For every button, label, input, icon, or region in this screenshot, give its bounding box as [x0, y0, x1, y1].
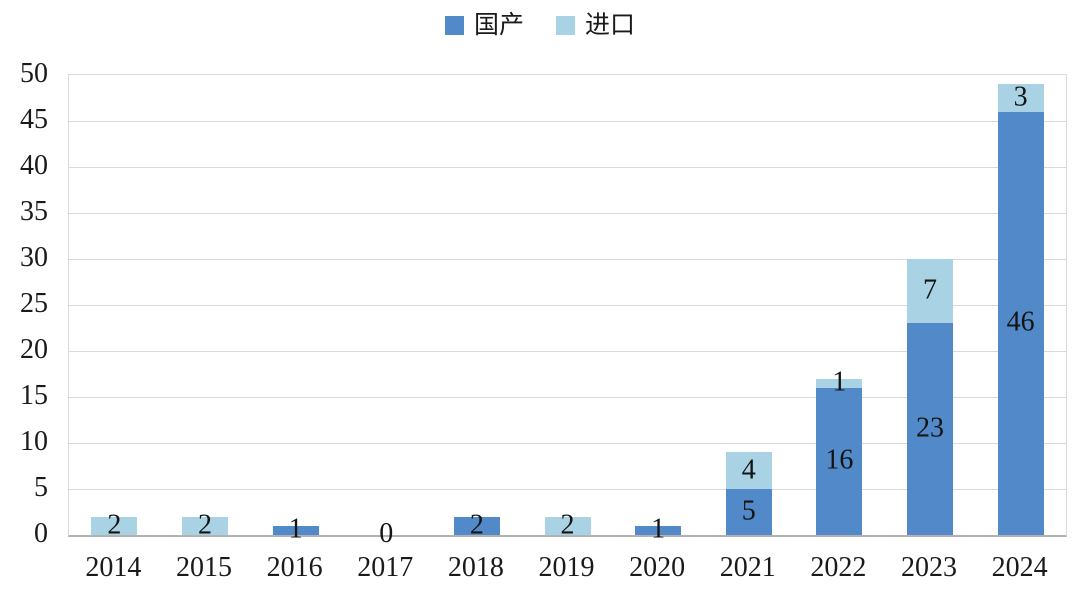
gridline: [69, 442, 1066, 444]
y-axis-labels: 0 5 10 15 20 25 30 35 40 45 50: [0, 58, 58, 549]
gridline: [69, 304, 1066, 306]
x-axis-tick-label: 2018: [447, 552, 504, 583]
bar-segment-domestic-2023: 23: [907, 323, 954, 535]
bar-segment-domestic-2018: 2: [453, 511, 500, 539]
bar-value-label: 2: [107, 509, 122, 541]
x-axis-tick-label: 2015: [175, 552, 232, 583]
gridline: [69, 166, 1066, 168]
y-axis-tick-label: 0: [34, 518, 48, 549]
bar-segment-import-2022: 1: [816, 368, 863, 396]
x-axis-tick-label: 2023: [901, 552, 958, 583]
bar-segment-domestic-2022: 16: [816, 387, 863, 535]
bar-value-label: 7: [923, 274, 938, 306]
bar-segment-import-2014: 2: [91, 511, 138, 539]
legend-swatch-import-icon: [556, 16, 575, 35]
bar-segment-domestic-2020: 1: [635, 515, 682, 543]
x-axis-tick-label: 2014: [85, 552, 142, 583]
y-axis-tick-label: 20: [20, 334, 48, 365]
bar-value-label: 3: [1013, 81, 1028, 113]
bar-segment-domestic-2024: 46: [997, 111, 1044, 535]
x-axis-tick-label: 2021: [719, 552, 776, 583]
bar-segment-import-2021: 4: [725, 452, 772, 489]
bar-value-label: 4: [741, 454, 756, 486]
legend-label-import: 进口: [585, 12, 636, 39]
bar-value-label: 46: [1006, 306, 1035, 338]
x-axis-labels: 2014 2015 2016 2017 2018 2019 2020 2021 2022 2023…: [68, 549, 1065, 587]
bar-value-label: 2: [197, 509, 212, 541]
legend-label-domestic: 国产: [473, 12, 524, 39]
x-axis-tick-label: 2016: [266, 552, 323, 583]
bar-value-label: 2: [560, 509, 575, 541]
bar-value-label: 23: [916, 412, 945, 444]
y-axis-tick-label: 10: [20, 426, 48, 457]
plot-area: 2 2 1 0 2 2 1 5 4 16 1 23 7 46 3: [68, 74, 1067, 547]
bar-value-label: 5: [741, 495, 756, 527]
bar-value-label: 1: [288, 513, 303, 545]
bar-value-label: 16: [825, 444, 854, 476]
y-axis-tick-label: 40: [20, 150, 48, 181]
gridline: [69, 258, 1066, 260]
y-axis-tick-label: 35: [20, 196, 48, 227]
bar-segment-domestic-2016: 1: [272, 515, 319, 543]
bar-segment-domestic-2021: 5: [725, 489, 772, 535]
y-axis-tick-label: 50: [20, 58, 48, 89]
y-axis-tick-label: 5: [34, 472, 48, 503]
y-axis-tick-label: 45: [20, 104, 48, 135]
bar-value-label: 1: [651, 513, 666, 545]
bar-segment-import-2024: 3: [997, 81, 1044, 113]
legend-swatch-domestic-icon: [444, 16, 464, 35]
bar-zero-label: 0: [379, 517, 394, 549]
x-axis-tick-label: 2019: [538, 552, 595, 583]
bar-segment-import-2015: 2: [181, 511, 228, 539]
gridline: [69, 350, 1066, 352]
x-axis-tick-label: 2022: [810, 552, 867, 583]
bar-value-label: 1: [832, 366, 847, 398]
legend-item-domestic: 国产: [444, 12, 524, 39]
y-axis-tick-label: 15: [20, 380, 48, 411]
legend-item-import: 进口: [556, 13, 635, 38]
gridline: [69, 212, 1066, 214]
x-axis-tick-label: 2020: [629, 552, 686, 583]
bar-segment-import-2019: 2: [544, 511, 591, 539]
x-axis-tick-label: 2024: [991, 552, 1048, 583]
legend: 国产 进口: [0, 13, 1080, 38]
bar-segment-import-2023: 7: [907, 259, 954, 324]
x-axis-tick-label: 2017: [357, 552, 414, 583]
gridline: [69, 396, 1066, 398]
y-axis-tick-label: 30: [20, 242, 48, 273]
gridline: [69, 120, 1066, 122]
gridline: [69, 488, 1066, 490]
y-axis-tick-label: 25: [20, 288, 48, 319]
bar-value-label: 2: [469, 509, 484, 541]
